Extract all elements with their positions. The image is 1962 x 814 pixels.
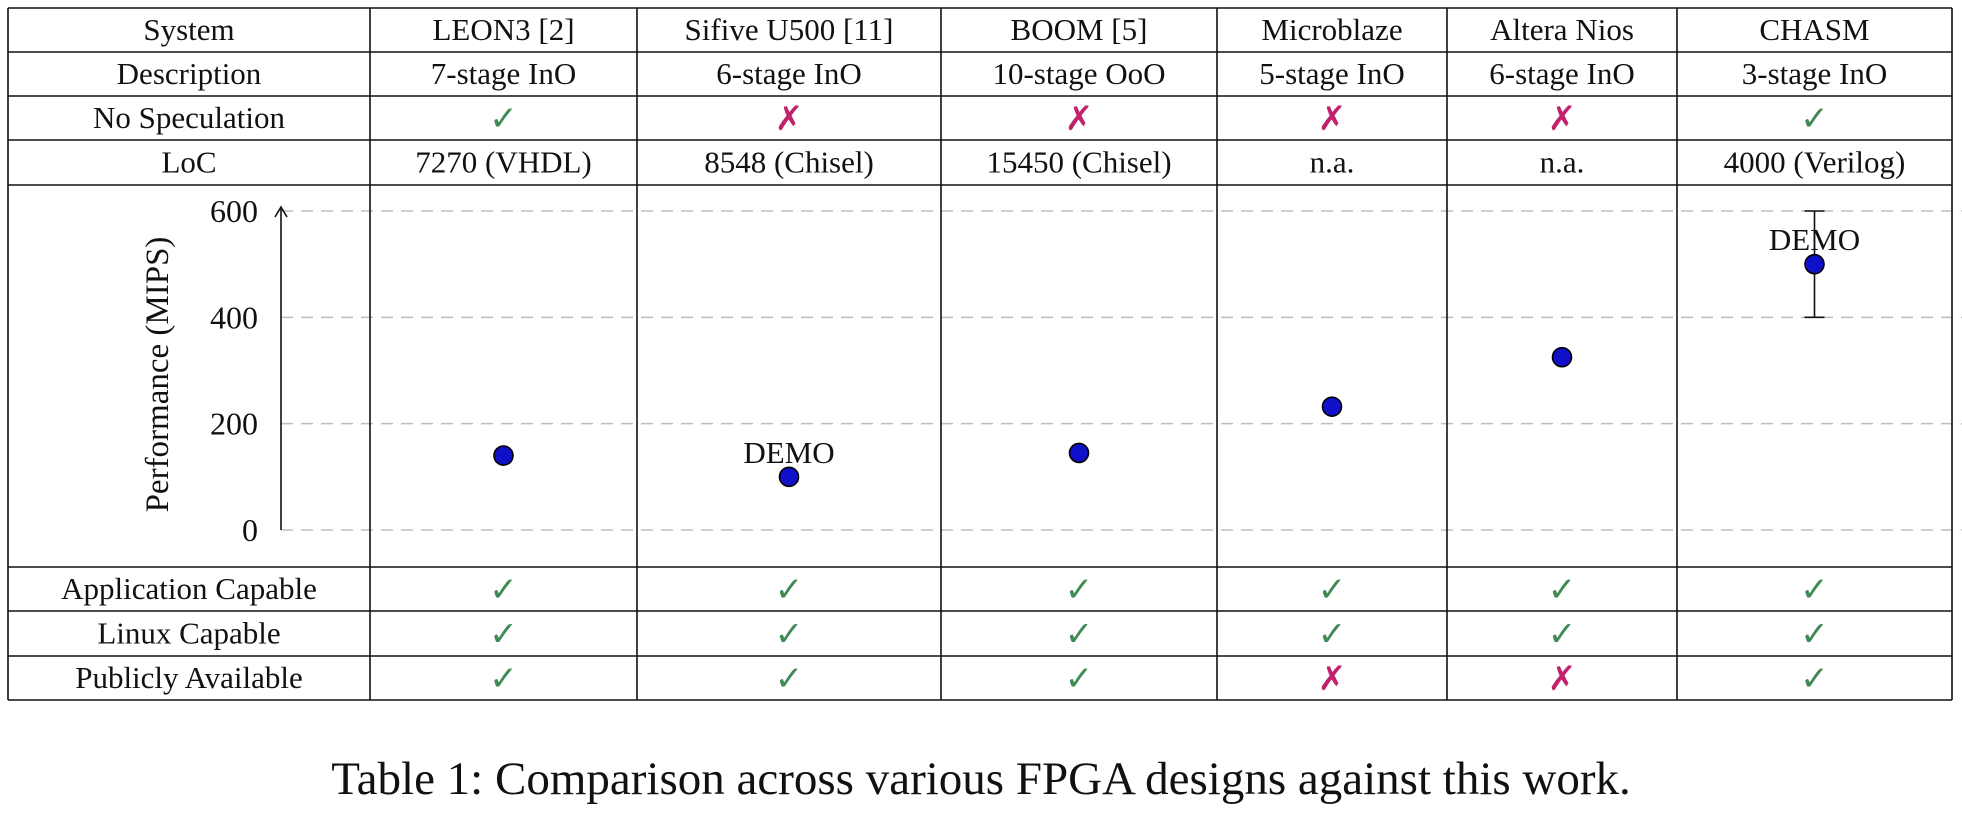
check-mark-icon: ✓ — [1548, 570, 1577, 610]
table-cell: 8548 (Chisel) — [704, 145, 874, 180]
cross-mark-icon: ✗ — [1065, 99, 1094, 139]
check-mark-icon: ✓ — [1065, 659, 1094, 699]
check-mark-icon: ✓ — [775, 659, 804, 699]
data-point — [1321, 396, 1343, 417]
y-tick-label: 200 — [210, 406, 258, 442]
check-mark-icon: ✓ — [775, 615, 804, 655]
check-mark-icon: ✓ — [775, 570, 804, 610]
table-cell: 4000 (Verilog) — [1724, 145, 1906, 180]
table-cell: 7270 (VHDL) — [415, 145, 592, 180]
header-system-label: System — [143, 12, 234, 47]
cross-mark-icon: ✗ — [1318, 99, 1347, 139]
table-rules — [7, 7, 1953, 701]
data-point — [1068, 442, 1090, 464]
table-cell: n.a. — [1540, 145, 1585, 180]
row-label: No Speculation — [93, 100, 285, 135]
data-point — [778, 466, 800, 488]
y-axis-label: Performance (MIPS) — [140, 237, 176, 513]
table-caption: Table 1: Comparison across various FPGA … — [331, 753, 1631, 805]
y-tick-label: 600 — [210, 193, 258, 229]
y-axis-arrow-icon — [274, 205, 288, 218]
table-cell: 3-stage InO — [1742, 56, 1887, 91]
row-label: Linux Capable — [97, 616, 280, 651]
check-mark-icon: ✓ — [489, 99, 518, 139]
cross-mark-icon: ✗ — [1548, 99, 1577, 139]
header-system-name: LEON3 [2] — [432, 12, 574, 47]
table-cell: 10-stage OoO — [992, 56, 1165, 91]
check-mark-icon: ✓ — [489, 615, 518, 655]
table-cells: System LEON3 [2] Sifive U500 [11] BOOM [5] M… — [61, 12, 1905, 699]
check-mark-icon: ✓ — [489, 570, 518, 610]
data-point — [493, 445, 514, 466]
cross-mark-icon: ✗ — [1548, 659, 1577, 699]
point-annotation: DEMO — [743, 435, 834, 470]
check-mark-icon: ✓ — [1800, 570, 1829, 610]
check-mark-icon: ✓ — [1800, 615, 1829, 655]
check-mark-icon: ✓ — [1318, 615, 1347, 655]
check-mark-icon: ✓ — [489, 659, 518, 699]
header-system-name: Microblaze — [1261, 12, 1402, 47]
table-cell: 15450 (Chisel) — [986, 145, 1171, 180]
cross-mark-icon: ✗ — [1318, 659, 1347, 699]
data-point — [1804, 253, 1825, 275]
y-tick-label: 400 — [210, 299, 258, 335]
check-mark-icon: ✓ — [1800, 659, 1829, 699]
header-system-name: Sifive U500 [11] — [685, 12, 894, 47]
check-mark-icon: ✓ — [1800, 99, 1829, 139]
row-label: Description — [117, 56, 262, 91]
row-label: Publicly Available — [75, 660, 303, 695]
table-cell: n.a. — [1310, 145, 1355, 180]
check-mark-icon: ✓ — [1065, 615, 1094, 655]
header-system-name: BOOM [5] — [1011, 12, 1148, 47]
header-system-name: Altera Nios — [1490, 12, 1634, 47]
header-system-name: CHASM — [1759, 12, 1869, 47]
table-cell: 7-stage InO — [431, 56, 576, 91]
table-cell: 5-stage InO — [1259, 56, 1404, 91]
y-tick-label: 0 — [242, 512, 258, 548]
cross-mark-icon: ✗ — [775, 99, 804, 139]
check-mark-icon: ✓ — [1065, 570, 1094, 610]
chart-gridlines — [281, 210, 1962, 531]
table-cell: 6-stage InO — [716, 56, 861, 91]
row-label: LoC — [161, 145, 216, 180]
performance-chart: 0 200 400 600 Performance (MIPS) DEMO DEMO — [140, 193, 1860, 548]
point-annotation: DEMO — [1769, 222, 1860, 257]
table-cell: 6-stage InO — [1489, 56, 1634, 91]
row-label: Application Capable — [61, 571, 317, 606]
check-mark-icon: ✓ — [1318, 570, 1347, 610]
data-point — [1551, 346, 1573, 368]
check-mark-icon: ✓ — [1548, 615, 1577, 655]
